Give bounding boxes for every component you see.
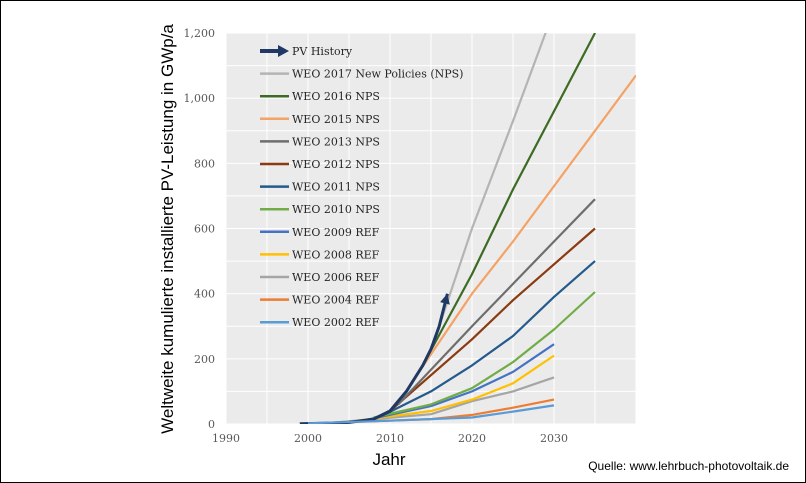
axis-ticks: 1990 2000 2010 2020 2030 0 200 400 600 800 1,000 1,… [184,27,569,445]
y-tick-label: 200 [194,353,215,366]
legend-label-weo-2012-nps: WEO 2012 NPS [292,158,380,171]
legend-label-weo-2015-nps: WEO 2015 NPS [292,113,380,126]
x-tick-label: 2030 [540,432,568,445]
source-credit: Quelle: www.lehrbuch-photovoltaik.de [588,459,789,473]
legend-label-weo-2017-new-policies-nps: WEO 2017 New Policies (NPS) [292,68,463,81]
x-tick-label: 2000 [294,432,322,445]
legend-label-weo-2002-ref: WEO 2002 REF [292,316,380,329]
legend-label-weo-2010-nps: WEO 2010 NPS [292,203,380,216]
legend-label-weo-2009-ref: WEO 2009 REF [292,226,380,239]
y-tick-label: 1,000 [184,92,216,105]
series-line-weo-2009-ref [365,343,555,422]
history-arrowhead [440,293,450,305]
y-tick-label: 1,200 [184,27,216,40]
y-tick-label: 600 [194,223,215,236]
series-line-weo-2011-nps [381,260,596,417]
x-tick-label: 1990 [212,432,240,445]
series-line-weo-2016-nps [421,33,596,366]
series-line-weo-2010-nps [373,291,596,419]
y-tick-label: 800 [194,157,215,170]
x-axis-label: Jahr [372,450,405,469]
y-axis-label: Weltweite kumulierte installierte PV-Lei… [158,24,177,434]
legend-label-weo-2008-ref: WEO 2008 REF [292,248,380,261]
legend-label-weo-2004-ref: WEO 2004 REF [292,294,380,307]
x-tick-label: 2010 [376,432,404,445]
legend-arrow-icon [278,45,289,57]
series-lines [299,33,636,424]
series-line-weo-2013-nps [397,198,596,406]
legend-label-weo-2013-nps: WEO 2013 NPS [292,135,380,148]
legend-label-pv-history: PV History [292,45,353,58]
legend-label-weo-2011-nps: WEO 2011 NPS [292,181,380,194]
series-line-weo-2017-new-policies-nps [438,33,547,327]
y-tick-label: 0 [208,418,215,431]
series-line-weo-2006-ref [340,376,555,424]
series-line-weo-2008-ref [357,354,555,422]
x-tick-label: 2020 [458,432,486,445]
series-line-weo-2012-nps [389,227,596,412]
series-line-weo-2015-nps [413,74,636,380]
legend-label-weo-2016-nps: WEO 2016 NPS [292,90,380,103]
series-line-weo-2002-ref [307,404,555,424]
legend-label-weo-2006-ref: WEO 2006 REF [292,271,380,284]
legend: PV History WEO 2017 New Policies (NPS) WEO… [260,45,463,329]
y-tick-label: 400 [194,288,215,301]
